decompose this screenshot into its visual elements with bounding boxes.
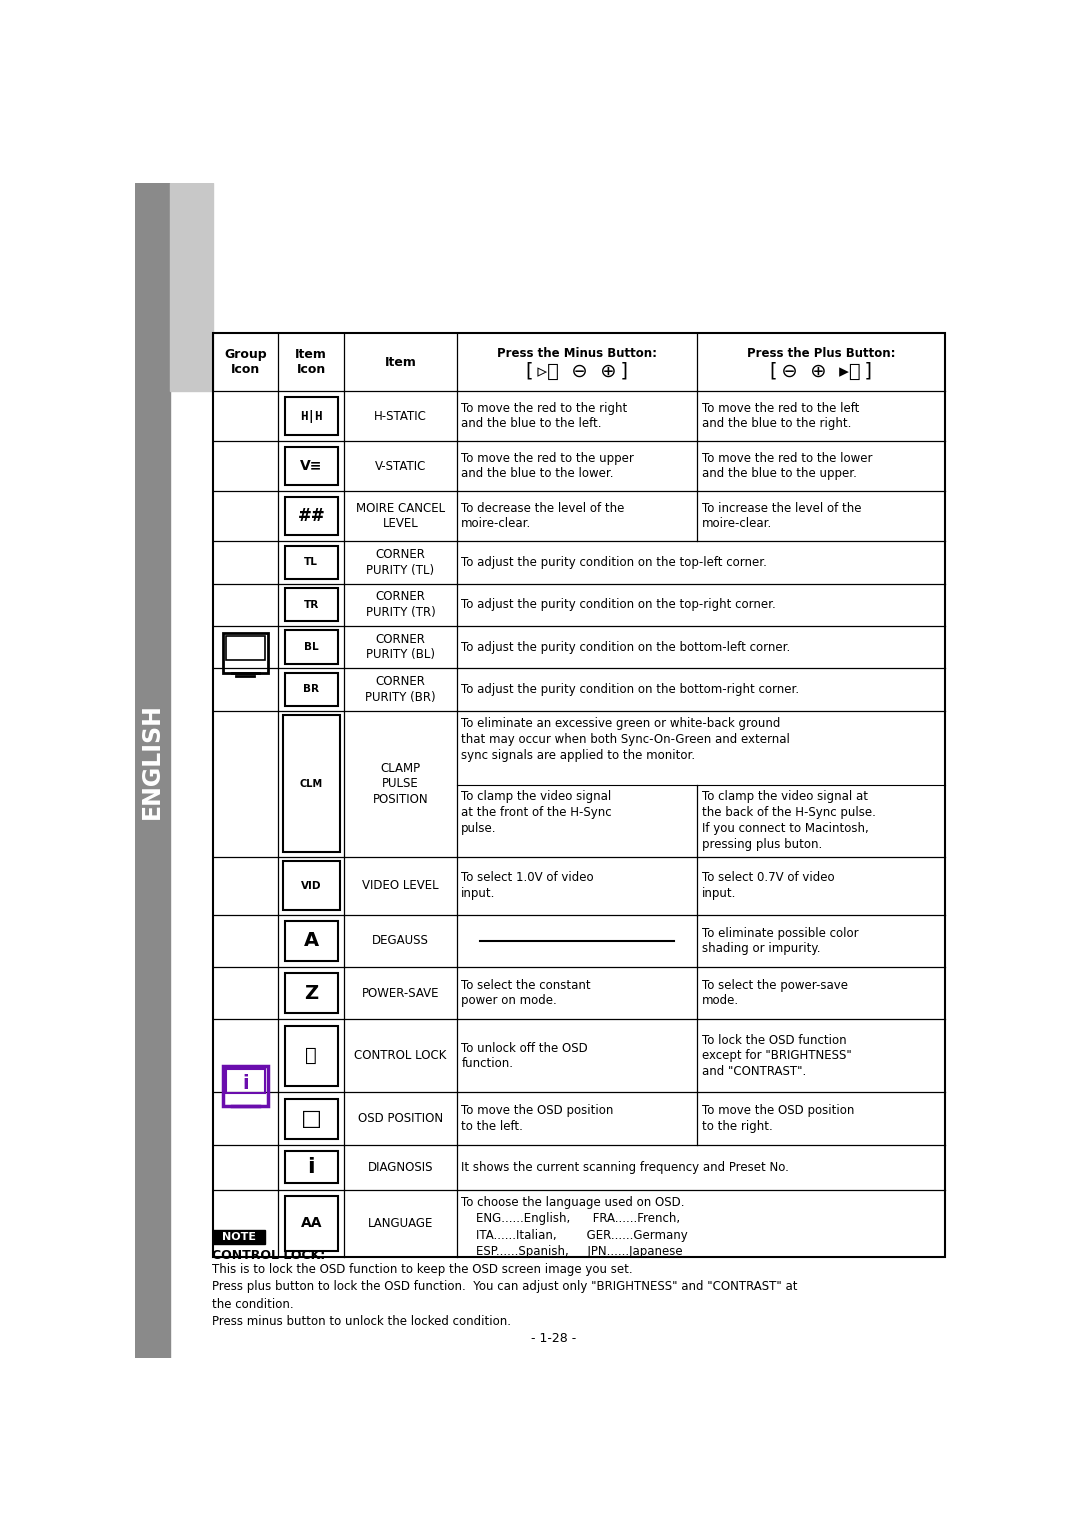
Text: A: A <box>303 931 319 951</box>
Bar <box>222 1067 268 1106</box>
Text: This is to lock the OSD function to keep the OSD screen image you set.
Press plu: This is to lock the OSD function to keep… <box>213 1262 798 1328</box>
Text: [ ⊖  ⊕  ▸⃝ ]: [ ⊖ ⊕ ▸⃝ ] <box>770 362 872 382</box>
Bar <box>284 630 338 664</box>
Bar <box>213 333 945 1257</box>
Text: To adjust the purity condition on the top-left corner.: To adjust the purity condition on the to… <box>461 555 767 569</box>
Text: To move the red to the right
and the blue to the left.: To move the red to the right and the blu… <box>461 401 627 430</box>
Text: [ ▹⃝  ⊖  ⊕ ]: [ ▹⃝ ⊖ ⊕ ] <box>526 362 627 382</box>
Text: To select 1.0V of video
input.: To select 1.0V of video input. <box>461 871 594 900</box>
Text: OSD POSITION: OSD POSITION <box>357 1112 443 1125</box>
Text: - 1-28 -: - 1-28 - <box>531 1332 576 1344</box>
Text: TR: TR <box>303 600 319 610</box>
Bar <box>284 1151 338 1183</box>
Bar <box>284 1196 338 1251</box>
Text: BL: BL <box>303 642 319 652</box>
Text: Item
Icon: Item Icon <box>295 348 327 377</box>
Text: To choose the language used on OSD.
    ENG......English,      FRA......French,
: To choose the language used on OSD. ENG.… <box>461 1196 688 1257</box>
Text: To move the red to the left
and the blue to the right.: To move the red to the left and the blue… <box>702 401 859 430</box>
Text: It shows the current scanning frequency and Preset No.: It shows the current scanning frequency … <box>461 1161 789 1173</box>
Text: □: □ <box>301 1109 322 1129</box>
Text: CORNER
PURITY (TR): CORNER PURITY (TR) <box>365 591 435 620</box>
Bar <box>284 497 338 536</box>
Bar <box>213 1230 266 1244</box>
Bar <box>170 183 213 391</box>
Text: Item: Item <box>384 356 417 369</box>
Text: To select the power-save
mode.: To select the power-save mode. <box>702 978 848 1007</box>
Text: ENGLISH: ENGLISH <box>140 702 164 818</box>
Text: CLAMP
PULSE
POSITION: CLAMP PULSE POSITION <box>373 761 429 806</box>
Text: TL: TL <box>305 557 319 568</box>
Text: To eliminate an excessive green or white-back ground
that may occur when both Sy: To eliminate an excessive green or white… <box>461 717 791 761</box>
Bar <box>135 183 170 1358</box>
Text: Group
Icon: Group Icon <box>225 348 267 377</box>
Text: i: i <box>242 1074 248 1094</box>
Text: CLM: CLM <box>300 778 323 789</box>
Bar <box>284 974 338 1013</box>
Text: Press the Minus Button:: Press the Minus Button: <box>497 346 657 360</box>
Bar <box>283 862 339 909</box>
Text: LANGUAGE: LANGUAGE <box>368 1216 433 1230</box>
Text: To adjust the purity condition on the top-right corner.: To adjust the purity condition on the to… <box>461 598 777 612</box>
Text: CONTROL LOCK: CONTROL LOCK <box>354 1050 447 1062</box>
Bar <box>284 673 338 707</box>
Text: V-STATIC: V-STATIC <box>375 459 427 473</box>
Text: H-STATIC: H-STATIC <box>374 409 427 423</box>
Bar <box>283 716 339 852</box>
Text: To move the OSD position
to the left.: To move the OSD position to the left. <box>461 1105 613 1132</box>
Bar <box>222 633 268 673</box>
Text: DEGAUSS: DEGAUSS <box>372 934 429 948</box>
Text: To unlock off the OSD
function.: To unlock off the OSD function. <box>461 1042 588 1070</box>
Text: To clamp the video signal at
the back of the H-Sync pulse.
If you connect to Mac: To clamp the video signal at the back of… <box>702 790 876 852</box>
Text: NOTE: NOTE <box>221 1233 256 1242</box>
Text: To select 0.7V of video
input.: To select 0.7V of video input. <box>702 871 834 900</box>
Bar <box>284 397 338 435</box>
Bar <box>284 588 338 621</box>
Text: CORNER
PURITY (BR): CORNER PURITY (BR) <box>365 674 435 703</box>
Text: To lock the OSD function
except for "BRIGHTNESS"
and "CONTRAST".: To lock the OSD function except for "BRI… <box>702 1035 851 1077</box>
Text: To eliminate possible color
shading or impurity.: To eliminate possible color shading or i… <box>702 926 859 955</box>
Text: Press the Plus Button:: Press the Plus Button: <box>746 346 895 360</box>
Text: 🔒: 🔒 <box>306 1047 318 1065</box>
Text: To move the red to the upper
and the blue to the lower.: To move the red to the upper and the blu… <box>461 452 634 481</box>
Text: ##: ## <box>297 507 325 525</box>
Text: To decrease the level of the
moire-clear.: To decrease the level of the moire-clear… <box>461 502 624 531</box>
Text: BR: BR <box>303 684 320 694</box>
Text: AA: AA <box>300 1216 322 1230</box>
Text: To move the OSD position
to the right.: To move the OSD position to the right. <box>702 1105 854 1132</box>
Bar <box>284 920 338 961</box>
Text: V≡: V≡ <box>300 459 323 473</box>
Bar <box>284 546 338 578</box>
Text: DIAGNOSIS: DIAGNOSIS <box>367 1161 433 1173</box>
Text: CORNER
PURITY (TL): CORNER PURITY (TL) <box>366 548 434 577</box>
Text: CONTROL LOCK:: CONTROL LOCK: <box>213 1248 326 1262</box>
Text: To move the red to the lower
and the blue to the upper.: To move the red to the lower and the blu… <box>702 452 872 481</box>
Bar <box>284 1099 338 1138</box>
Text: POWER-SAVE: POWER-SAVE <box>362 987 440 1000</box>
Text: H|H: H|H <box>300 409 323 423</box>
Text: i: i <box>308 1157 315 1177</box>
Text: VIDEO LEVEL: VIDEO LEVEL <box>362 879 438 893</box>
Text: VID: VID <box>301 881 322 891</box>
Text: Z: Z <box>305 984 319 1003</box>
Bar <box>226 636 265 659</box>
Text: CORNER
PURITY (BL): CORNER PURITY (BL) <box>366 633 435 661</box>
Text: To select the constant
power on mode.: To select the constant power on mode. <box>461 978 591 1007</box>
Bar <box>226 1070 265 1093</box>
Text: To adjust the purity condition on the bottom-right corner.: To adjust the purity condition on the bo… <box>461 684 799 696</box>
Text: To increase the level of the
moire-clear.: To increase the level of the moire-clear… <box>702 502 861 531</box>
Bar <box>284 1025 338 1087</box>
Text: To adjust the purity condition on the bottom-left corner.: To adjust the purity condition on the bo… <box>461 641 791 653</box>
Text: To clamp the video signal
at the front of the H-Sync
pulse.: To clamp the video signal at the front o… <box>461 790 612 835</box>
Bar <box>284 447 338 485</box>
Text: MOIRE CANCEL
LEVEL: MOIRE CANCEL LEVEL <box>356 502 445 531</box>
